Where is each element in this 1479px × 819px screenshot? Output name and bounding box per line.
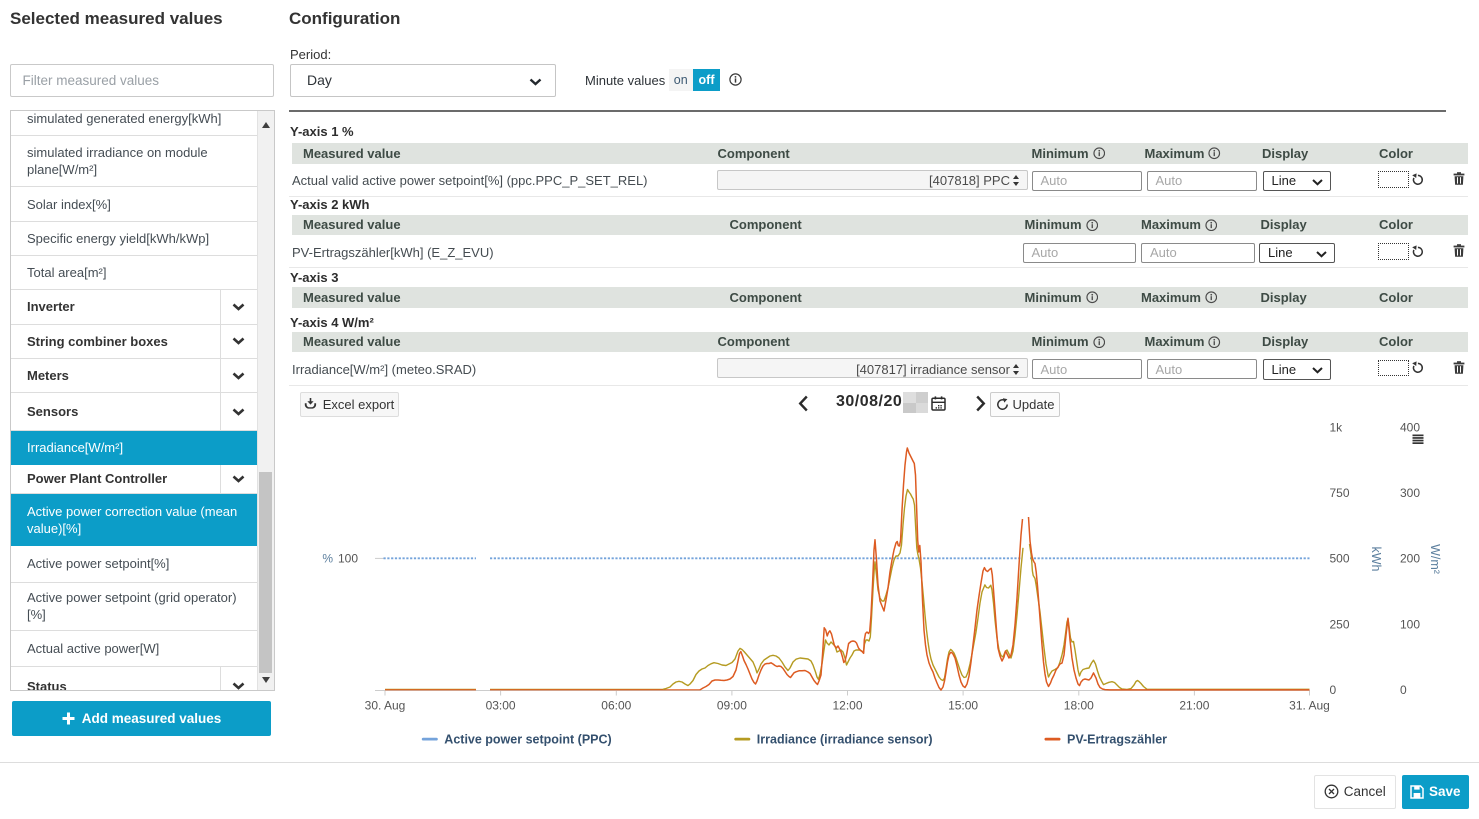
svg-text:12:00: 12:00 <box>832 699 862 713</box>
svg-text:0: 0 <box>1400 683 1407 697</box>
svg-text:400: 400 <box>1400 420 1420 434</box>
svg-text:300: 300 <box>1400 486 1420 500</box>
svg-text:750: 750 <box>1330 486 1350 500</box>
svg-text:%: % <box>322 552 333 566</box>
svg-text:W/m²: W/m² <box>1428 544 1442 574</box>
svg-text:15:00: 15:00 <box>948 699 978 713</box>
svg-text:100: 100 <box>338 552 358 566</box>
svg-text:100: 100 <box>1400 617 1420 631</box>
svg-text:03:00: 03:00 <box>486 699 516 713</box>
svg-text:31. Aug: 31. Aug <box>1289 699 1330 713</box>
svg-text:30. Aug: 30. Aug <box>365 699 406 713</box>
svg-text:Irradiance (irradiance sensor): Irradiance (irradiance sensor) <box>757 733 933 747</box>
svg-text:09:00: 09:00 <box>717 699 747 713</box>
svg-text:1k: 1k <box>1330 420 1344 434</box>
svg-text:06:00: 06:00 <box>601 699 631 713</box>
svg-text:21:00: 21:00 <box>1179 699 1209 713</box>
svg-text:PV-Ertragszähler: PV-Ertragszähler <box>1067 733 1167 747</box>
svg-text:18:00: 18:00 <box>1064 699 1094 713</box>
svg-text:kWh: kWh <box>1369 547 1383 572</box>
svg-text:Active power setpoint (PPC): Active power setpoint (PPC) <box>444 733 611 747</box>
svg-text:0: 0 <box>1330 683 1337 697</box>
svg-text:250: 250 <box>1330 617 1350 631</box>
svg-text:200: 200 <box>1400 552 1420 566</box>
svg-text:500: 500 <box>1330 552 1350 566</box>
